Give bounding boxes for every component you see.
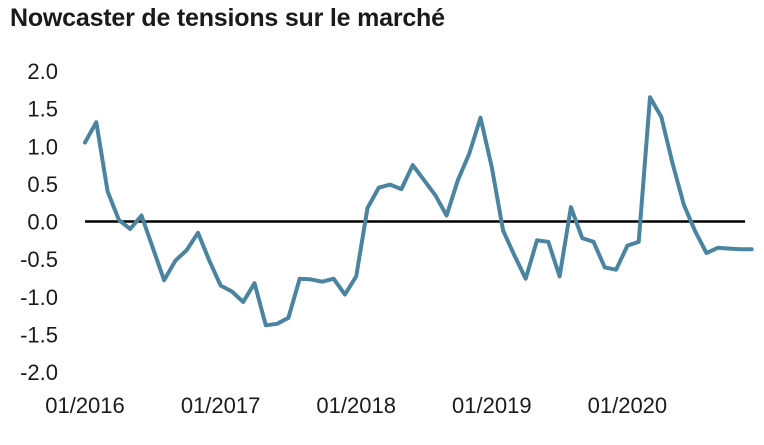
- y-tick-label: 0.0: [27, 210, 58, 235]
- x-axis-ticks: 01/2016 01/2017 01/2018 01/2019 01/2020: [45, 393, 667, 418]
- x-tick-label: 01/2019: [452, 393, 532, 418]
- series-line: [83, 95, 754, 328]
- y-tick-label: 2.0: [27, 59, 58, 84]
- x-tick-label: 01/2020: [588, 393, 668, 418]
- x-tick-label: 01/2018: [316, 393, 396, 418]
- x-tick-label: 01/2016: [45, 393, 125, 418]
- x-tick-label: 01/2017: [181, 393, 261, 418]
- y-tick-label: -0.5: [20, 247, 58, 272]
- y-tick-label: -2.0: [20, 360, 58, 385]
- y-tick-label: -1.5: [20, 322, 58, 347]
- y-axis-ticks: 2.0 1.5 1.0 0.5 0.0 -0.5 -1.0 -1.5 -2.0: [20, 59, 58, 385]
- y-tick-label: 1.5: [27, 97, 58, 122]
- chart-title: Nowcaster de tensions sur le marché: [10, 4, 445, 32]
- y-tick-label: 1.0: [27, 134, 58, 159]
- y-tick-label: -1.0: [20, 285, 58, 310]
- y-tick-label: 0.5: [27, 172, 58, 197]
